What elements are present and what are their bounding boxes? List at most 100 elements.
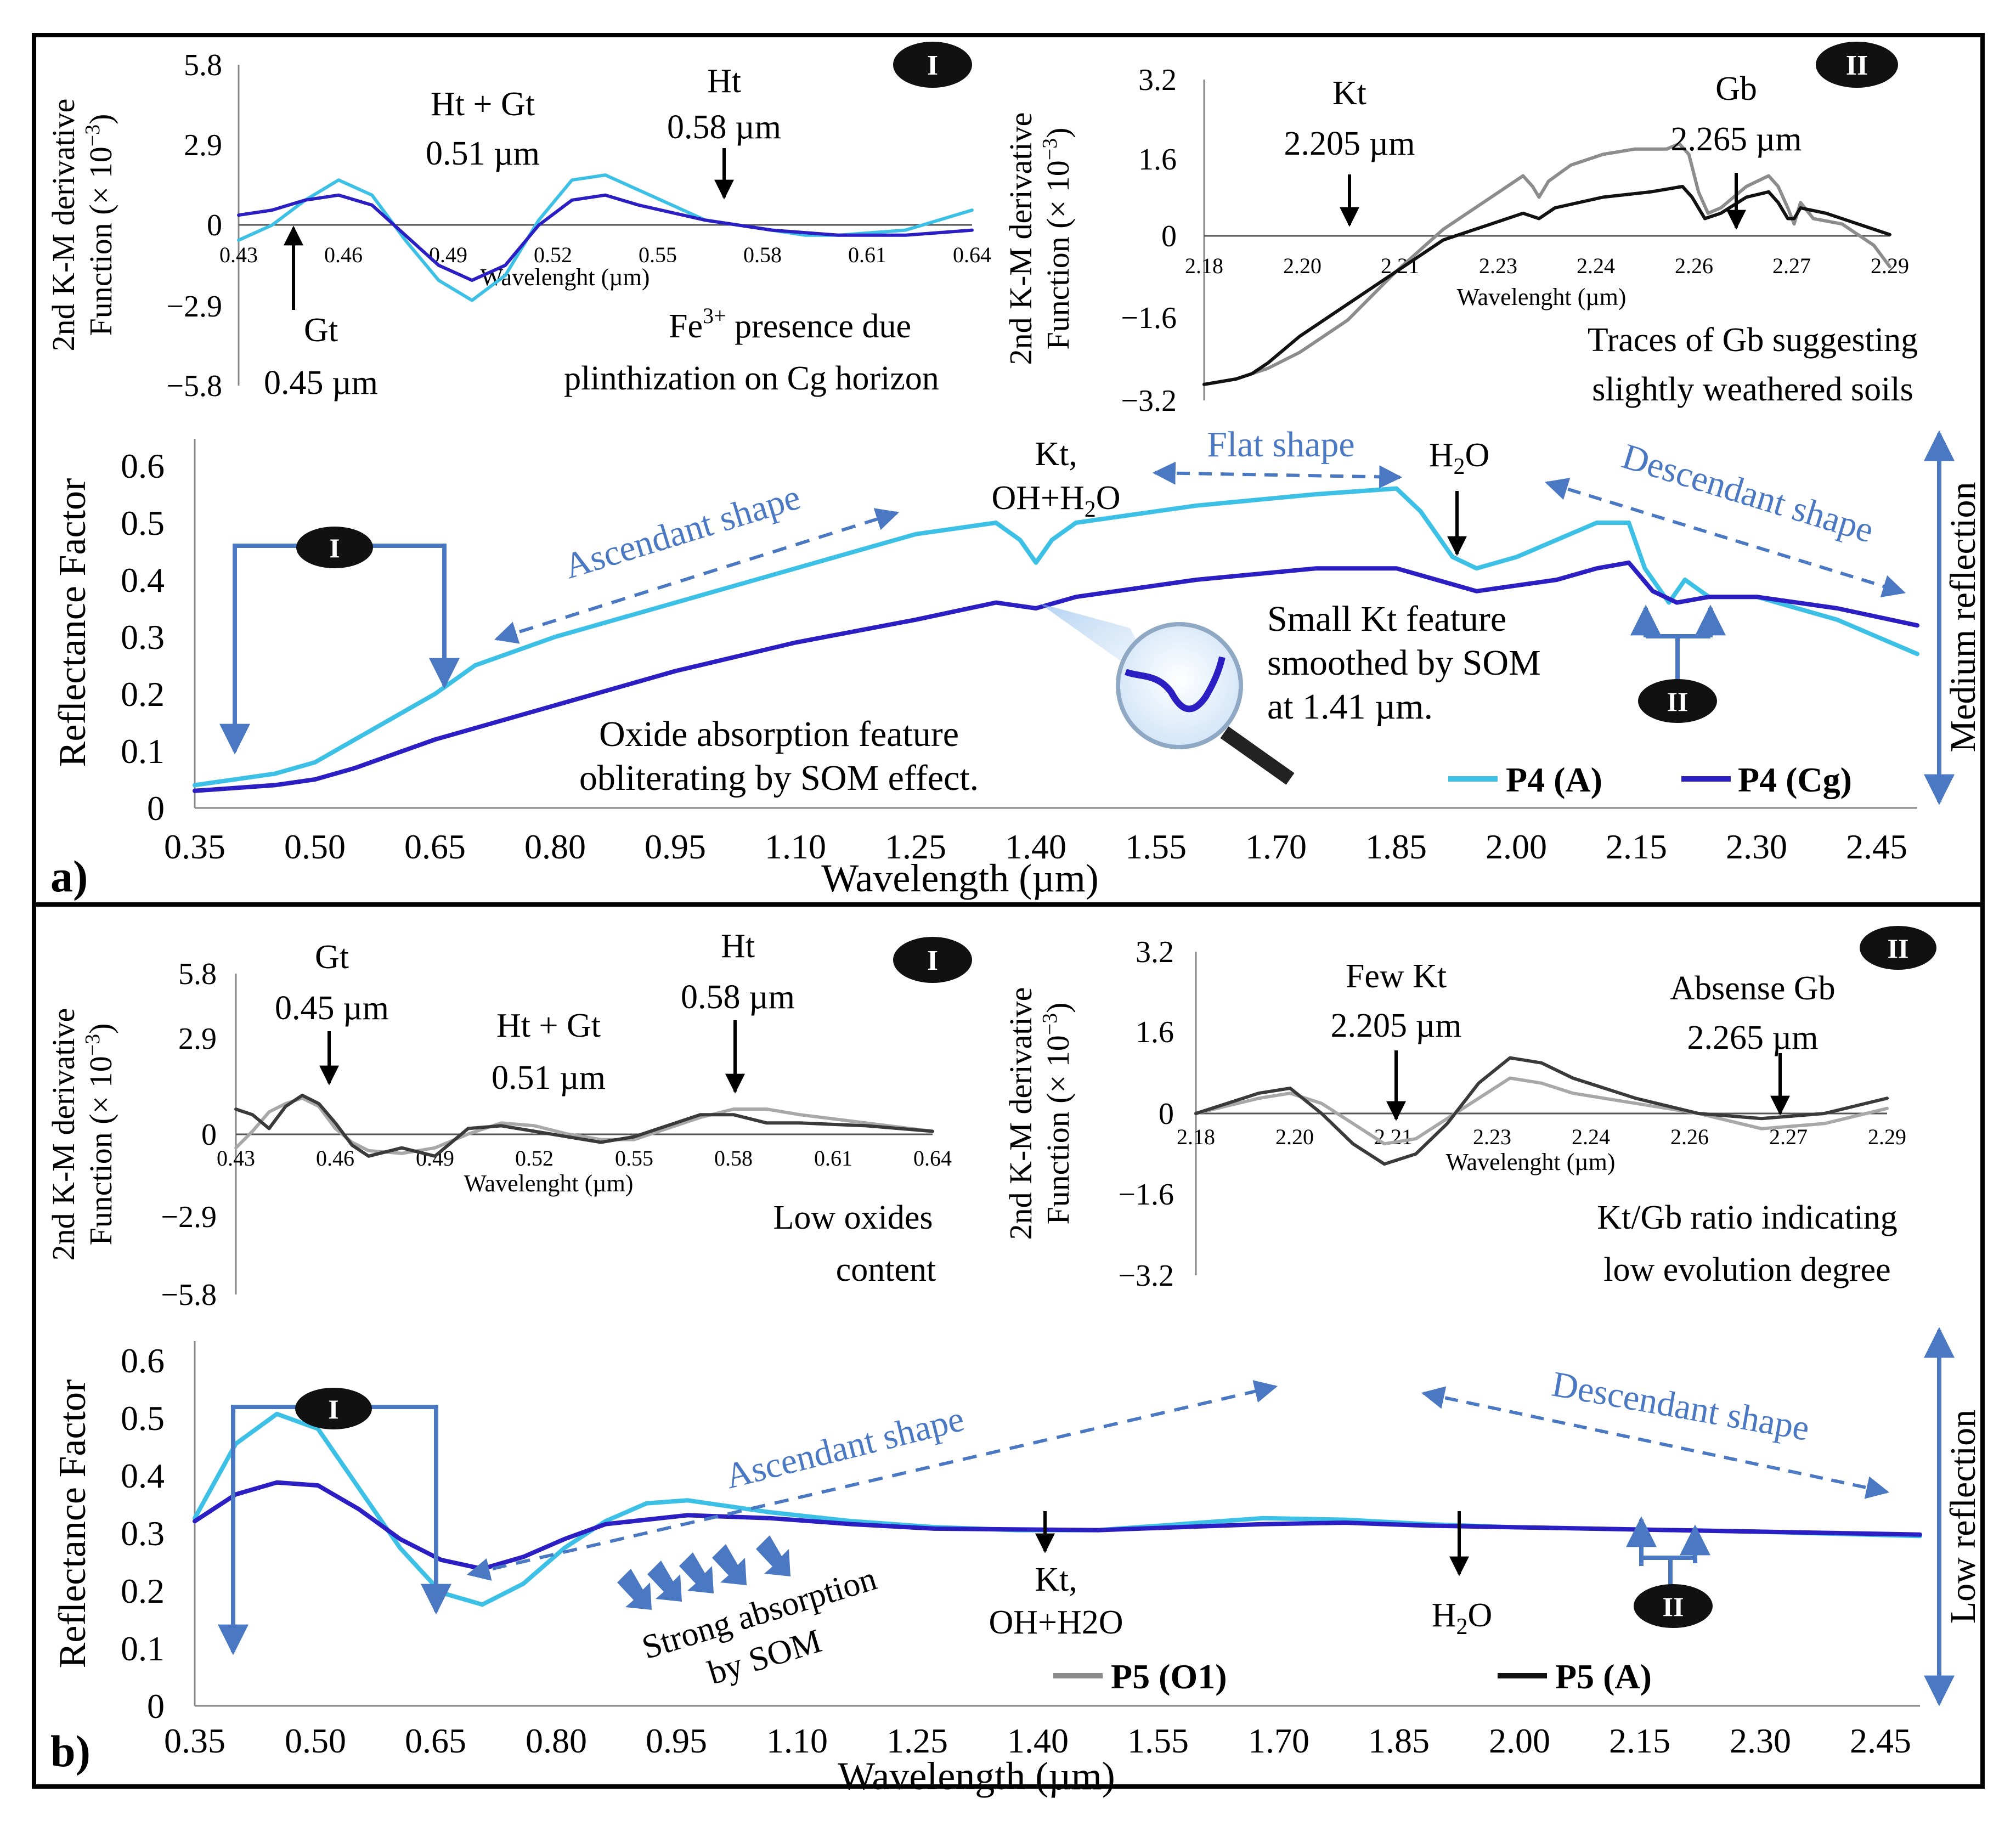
y-tick-label: 0.4 — [121, 1456, 165, 1495]
inset-b-II-x-ticks: 2.18 2.20 2.21 2.23 2.24 2.26 2.27 2.29 — [1177, 1124, 1906, 1149]
inset-b-I-xlabel: Wavelenght (µm) — [464, 1170, 634, 1197]
annotation-htgt-2: 0.51 µm — [426, 135, 540, 172]
marker-label: II — [1846, 50, 1868, 81]
y-tick-label: 0.6 — [121, 1341, 165, 1380]
panel-b-frame — [32, 902, 1985, 1789]
y-tick-label: 0.4 — [121, 561, 165, 600]
inset-a-II-x-ticks: 2.18 2.20 2.21 2.23 2.24 2.26 2.27 2.29 — [1185, 253, 1909, 278]
inset-b-I: 5.8 2.9 0 −2.9 −5.8 0.43 0.46 0.49 0.52 … — [46, 928, 972, 1312]
inset-b-II-annotations: Few Kt 2.205 µm Absense Gb 2.265 µm Kt/G… — [1331, 958, 1898, 1288]
inset-b-II-ylabel-1: 2nd K-M derivative — [1003, 987, 1038, 1240]
main-a-x-ticks: 0.35 0.50 0.65 0.80 0.95 1.10 1.25 1.40 … — [164, 827, 1907, 866]
inset-a-II-y-ticks: 3.2 1.6 0 −1.6 −3.2 — [1121, 63, 1177, 418]
annotation-gb-1: Gb — [1715, 70, 1757, 108]
marker-oval — [893, 937, 972, 983]
legend-label-p5-a: P5 (A) — [1555, 1657, 1652, 1696]
x-tick-label: 0.61 — [848, 242, 886, 267]
y-tick-label: 1.6 — [1136, 1015, 1174, 1049]
annotation-gb-2: 2.265 µm — [1671, 121, 1802, 158]
y-tick-label: 0 — [147, 1687, 165, 1726]
main-b: 0 0.1 0.2 0.3 0.4 0.5 0.6 0.35 0.50 0.65… — [50, 1327, 1983, 1798]
main-a-plot — [193, 486, 1919, 793]
inset-a-I-xlabel: Wavelenght (µm) — [481, 264, 650, 291]
inset-a-I-ylabel-2: Function (× 10−3) — [81, 114, 118, 336]
inset-b-I-x-ticks: 0.43 0.46 0.49 0.52 0.55 0.58 0.61 0.64 — [217, 1146, 952, 1171]
oxide-line-2: obliterating by SOM effect. — [579, 758, 979, 798]
x-tick-label: 2.27 — [1772, 253, 1811, 278]
annotation-note-2: low evolution degree — [1603, 1251, 1890, 1288]
inset-a-I-x-ticks: 0.43 0.46 0.49 0.52 0.55 0.58 0.61 0.64 — [219, 242, 991, 267]
legend-label-p4-a: P4 (A) — [1506, 760, 1602, 799]
magnifier-icon — [1040, 603, 1295, 785]
y-tick-label: 3.2 — [1136, 935, 1174, 969]
kt-label-1: Kt, — [1035, 1561, 1077, 1598]
annotation-kt-2: 2.205 µm — [1284, 125, 1415, 162]
marker-oval — [1638, 679, 1717, 723]
x-tick-label: 1.70 — [1245, 827, 1307, 866]
x-tick-label: 2.00 — [1489, 1721, 1550, 1760]
y-tick-label: −1.6 — [1121, 301, 1177, 335]
x-tick-label: 1.85 — [1365, 827, 1427, 866]
annotation-note-1: Low oxides — [773, 1199, 933, 1236]
panel-b: 5.8 2.9 0 −2.9 −5.8 0.43 0.46 0.49 0.52 … — [32, 902, 1985, 1798]
x-tick-label: 2.26 — [1675, 253, 1713, 278]
annotation-htgt-1: Ht + Gt — [496, 1007, 601, 1044]
inset-b-I-annotations: Gt 0.45 µm Ht + Gt 0.51 µm Ht 0.58 µm Lo… — [275, 928, 936, 1288]
annotation-gb-2: 2.265 µm — [1687, 1019, 1819, 1056]
h2o-label: H2O — [1429, 437, 1490, 479]
x-tick-label: 0.43 — [217, 1146, 255, 1171]
blue-diagonal-arrow-icon — [679, 1552, 714, 1593]
x-tick-label: 2.00 — [1486, 827, 1547, 866]
x-tick-label: 0.35 — [164, 827, 225, 866]
y-tick-label: 0.3 — [121, 1514, 165, 1553]
marker-label: I — [329, 533, 340, 563]
inset-b-I-y-ticks: 5.8 2.9 0 −2.9 −5.8 — [161, 957, 217, 1312]
h2o-label: H2O — [1432, 1597, 1493, 1640]
inset-a-II: 3.2 1.6 0 −1.6 −3.2 2.18 2.20 2.21 2.23 … — [1003, 42, 1918, 418]
series-line-p4-cg — [193, 560, 1919, 793]
marker-label: I — [927, 50, 938, 81]
series-line-p5-a — [1202, 185, 1891, 386]
inset-b-I-ylabel-2: Function (× 10−3) — [81, 1023, 118, 1245]
x-tick-label: 2.45 — [1850, 1721, 1911, 1760]
y-tick-label: 0.3 — [121, 618, 165, 657]
y-tick-label: −2.9 — [161, 1200, 217, 1234]
x-tick-label: 0.55 — [615, 1146, 653, 1171]
inset-a-II-ylabel-2: Function (× 10−3) — [1038, 127, 1076, 349]
small-kt-note: Small Kt feature smoothed by SOM at 1.41… — [1267, 599, 1541, 727]
magnifier-curve — [1124, 656, 1226, 713]
panel-a: 5.8 2.9 0 −2.9 −5.8 0.43 0.46 0.49 0.52 … — [32, 33, 1985, 907]
annotation-note-2: slightly weathered soils — [1592, 371, 1913, 408]
x-tick-label: 2.18 — [1185, 253, 1223, 278]
x-tick-label: 1.10 — [766, 1721, 828, 1760]
main-b-ylabel: Reflectance Factor — [52, 1380, 94, 1669]
annotation-kt-1: Kt — [1332, 75, 1366, 112]
marker-I-icon: I — [893, 42, 972, 88]
small-kt-line-1: Small Kt feature — [1267, 599, 1506, 639]
annotation-note-1: Kt/Gb ratio indicating — [1597, 1199, 1898, 1236]
inset-b-II: 3.2 1.6 0 −1.6 −3.2 2.18 2.20 2.21 2.23 … — [1003, 926, 1936, 1293]
main-a-legend: P4 (A) P4 (Cg) — [1448, 760, 1852, 799]
marker-I-icon: I — [893, 937, 972, 983]
y-tick-label: 0 — [1161, 219, 1177, 253]
marker-II-icon: II — [1860, 926, 1936, 970]
inset-a-I: 5.8 2.9 0 −2.9 −5.8 0.43 0.46 0.49 0.52 … — [46, 42, 991, 403]
annotation-gt-2: 0.45 µm — [275, 990, 389, 1027]
y-tick-label: 0.2 — [121, 675, 165, 714]
y-tick-label: 0.5 — [121, 1399, 165, 1438]
x-tick-label: 0.95 — [646, 1721, 707, 1760]
x-tick-label: 2.15 — [1609, 1721, 1670, 1760]
annotation-kt-2: 2.205 µm — [1331, 1007, 1462, 1044]
annotation-note-1: Fe3+ presence due — [669, 303, 911, 345]
series-line-p4-cg — [237, 193, 974, 282]
inset-a-I-annotations: Ht + Gt 0.51 µm Ht 0.58 µm Gt 0.45 µm Fe… — [264, 63, 939, 402]
legend-label-p5-o1: P5 (O1) — [1111, 1657, 1227, 1696]
x-tick-label: 2.24 — [1577, 253, 1615, 278]
ascendant-arrow — [494, 508, 900, 644]
panel-b-label: b) — [50, 1726, 91, 1776]
inset-b-II-y-ticks: 3.2 1.6 0 −1.6 −3.2 — [1118, 935, 1174, 1293]
main-b-xlabel: Wavelength (µm) — [838, 1754, 1115, 1798]
inset-a-II-xlabel: Wavelenght (µm) — [1457, 284, 1627, 310]
ascendant-arrow — [466, 1380, 1278, 1581]
bracket-I — [233, 544, 447, 750]
